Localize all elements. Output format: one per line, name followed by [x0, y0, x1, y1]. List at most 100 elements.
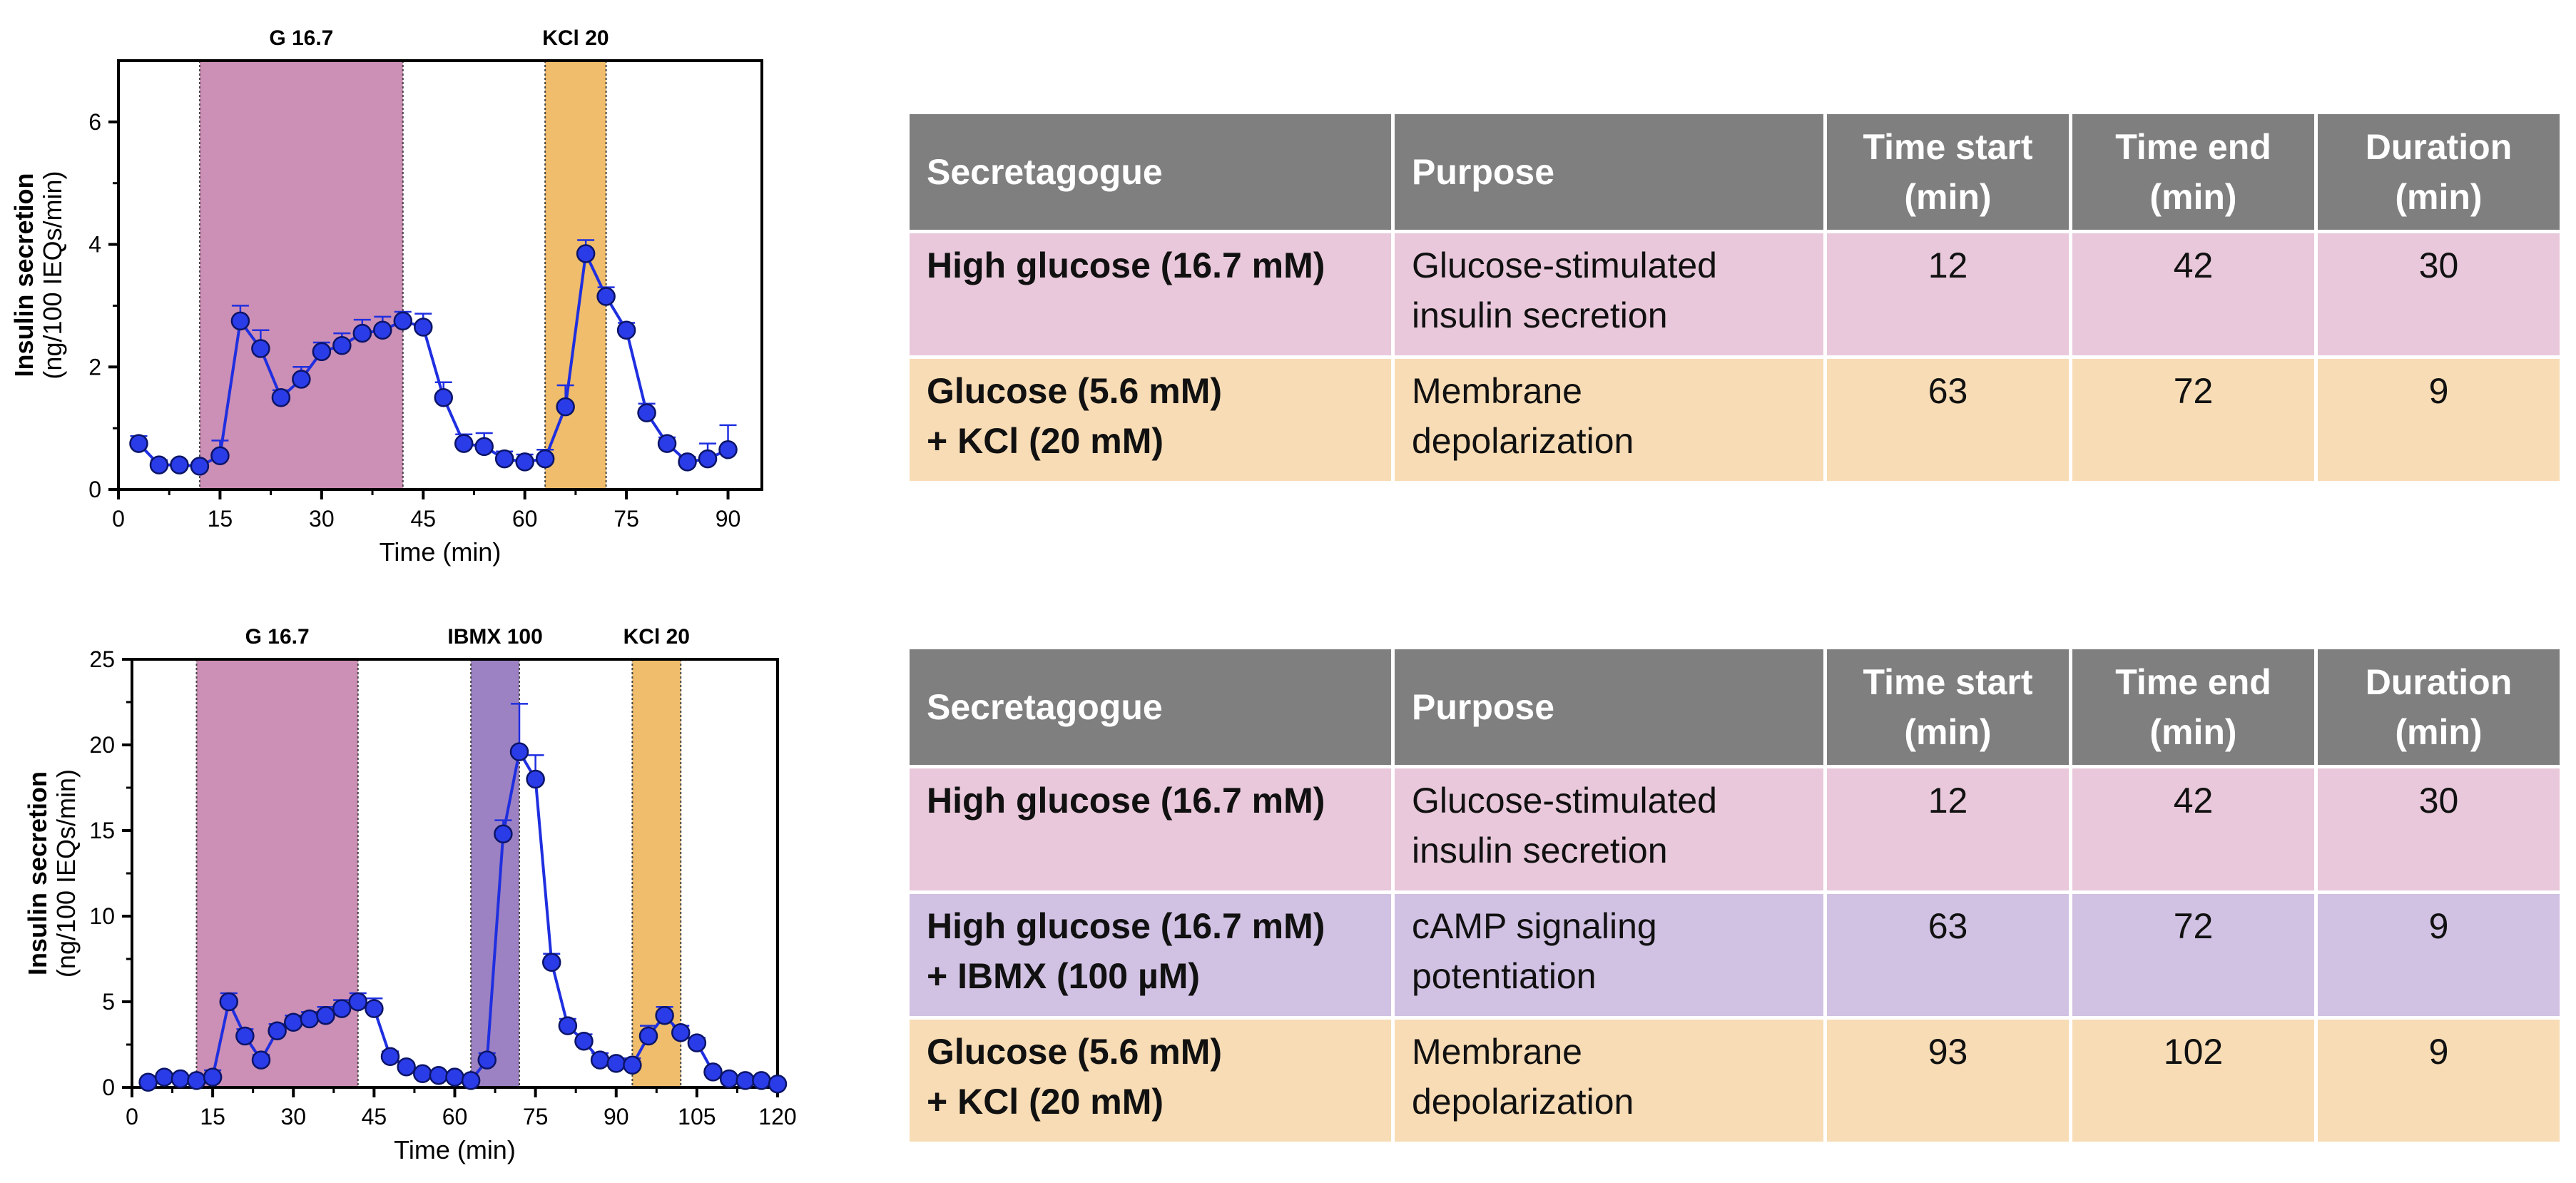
- header-time-start: Time start (min): [1823, 646, 2072, 768]
- table-row: High glucose (16.7 mM) Glucose-stimulate…: [906, 765, 2563, 894]
- cell-purpose: Glucose-stimulated insulin secretion: [1391, 230, 1827, 359]
- cell-time-end: 72: [2069, 890, 2318, 1020]
- data-point: [556, 397, 575, 417]
- data-point: [332, 335, 352, 355]
- cell-duration: 9: [2314, 355, 2563, 484]
- data-point: [170, 455, 189, 474]
- header-time-end: Time end (min): [2069, 646, 2318, 768]
- data-point: [752, 1071, 771, 1090]
- x-tick-label: 0: [112, 506, 125, 532]
- cell-time-start: 63: [1823, 355, 2072, 484]
- cell-purpose: Membrane depolarization: [1391, 355, 1827, 484]
- y-tick-label: 5: [102, 989, 115, 1015]
- data-point: [494, 449, 514, 469]
- x-tick-label: 15: [200, 1104, 225, 1129]
- data-point: [687, 1033, 707, 1052]
- data-point: [576, 244, 596, 263]
- y-tick-label: 25: [89, 646, 115, 672]
- x-tick-label: 15: [208, 506, 233, 532]
- data-point: [596, 287, 616, 306]
- band-label: IBMX 100: [447, 625, 542, 649]
- x-tick-label: 0: [126, 1104, 138, 1129]
- cell-time-end: 102: [2069, 1016, 2318, 1145]
- x-axis-label: Time (min): [380, 537, 502, 567]
- cell-secretagogue: High glucose (16.7 mM): [906, 765, 1395, 894]
- cell-time-end: 42: [2069, 230, 2318, 359]
- data-point: [494, 824, 513, 844]
- x-tick-label: 30: [280, 1104, 306, 1129]
- x-axis-label: Time (min): [394, 1135, 516, 1164]
- data-point: [623, 1055, 642, 1075]
- data-point: [271, 387, 291, 407]
- data-point: [292, 370, 311, 389]
- cell-purpose: Membrane depolarization: [1391, 1016, 1827, 1145]
- data-point: [348, 992, 367, 1012]
- protocol-table-2: Secretagogue Purpose Time start (min) Tim…: [906, 646, 2563, 1145]
- data-point: [638, 1026, 658, 1046]
- data-point: [190, 457, 210, 476]
- data-point: [719, 1069, 739, 1089]
- table-row: High glucose (16.7 mM) + IBMX (100 µM) cA…: [906, 890, 2563, 1020]
- cell-purpose: Glucose-stimulated insulin secretion: [1391, 765, 1827, 894]
- data-point: [397, 1057, 416, 1077]
- y-axis-label: Insulin secretion(ng/100 IEQs/min): [9, 171, 67, 379]
- cell-secretagogue: High glucose (16.7 mM): [906, 230, 1395, 359]
- band-label: KCl 20: [542, 26, 609, 50]
- table-header-row: Secretagogue Purpose Time start (min) Tim…: [906, 111, 2563, 233]
- x-tick-label: 90: [716, 506, 741, 532]
- band-label: KCl 20: [623, 625, 690, 649]
- data-point: [251, 1050, 271, 1070]
- treatment-band: [471, 659, 519, 1087]
- cell-duration: 9: [2314, 1016, 2563, 1145]
- data-point: [235, 1026, 255, 1046]
- header-time-end: Time end (min): [2069, 111, 2318, 233]
- data-point: [671, 1022, 691, 1042]
- data-point: [509, 742, 529, 761]
- data-point: [230, 311, 250, 331]
- y-axis-label-main: Insulin secretion: [9, 173, 39, 377]
- y-tick-label: 0: [102, 1075, 115, 1100]
- data-point: [312, 342, 332, 362]
- data-point: [718, 440, 738, 460]
- cell-duration: 30: [2314, 230, 2563, 359]
- data-point: [393, 311, 413, 331]
- x-tick-label: 60: [442, 1104, 468, 1129]
- data-point: [703, 1062, 723, 1082]
- cell-purpose: cAMP signaling potentiation: [1391, 890, 1827, 1020]
- cell-time-start: 12: [1823, 230, 2072, 359]
- data-point: [445, 1067, 464, 1087]
- data-point: [735, 1071, 755, 1090]
- data-point: [678, 452, 697, 472]
- data-point: [590, 1050, 610, 1070]
- cell-time-end: 42: [2069, 765, 2318, 894]
- data-point: [454, 434, 474, 453]
- data-point: [698, 449, 718, 469]
- data-point: [657, 434, 677, 453]
- header-secretagogue: Secretagogue: [906, 646, 1395, 768]
- data-point: [332, 999, 352, 1018]
- data-point: [542, 953, 561, 973]
- x-tick-label: 120: [758, 1104, 796, 1129]
- data-point: [526, 769, 545, 789]
- header-duration: Duration (min): [2314, 646, 2563, 768]
- data-point: [170, 1069, 190, 1089]
- data-point: [655, 1005, 674, 1025]
- data-point: [414, 318, 433, 337]
- y-axis-label-main: Insulin secretion: [23, 771, 52, 975]
- y-tick-label: 2: [88, 354, 101, 380]
- x-tick-label: 60: [512, 506, 538, 532]
- table-row: High glucose (16.7 mM) Glucose-stimulate…: [906, 230, 2563, 359]
- header-purpose: Purpose: [1391, 111, 1827, 233]
- y-tick-label: 0: [88, 477, 101, 502]
- x-tick-label: 45: [410, 506, 436, 532]
- header-duration: Duration (min): [2314, 111, 2563, 233]
- treatment-band: [199, 61, 403, 489]
- cell-duration: 9: [2314, 890, 2563, 1020]
- y-tick-label: 15: [89, 818, 115, 843]
- data-point: [138, 1072, 158, 1092]
- x-tick-label: 90: [604, 1104, 629, 1129]
- table-row: Glucose (5.6 mM) + KCl (20 mM) Membrane de…: [906, 1016, 2563, 1145]
- x-tick-label: 75: [614, 506, 639, 532]
